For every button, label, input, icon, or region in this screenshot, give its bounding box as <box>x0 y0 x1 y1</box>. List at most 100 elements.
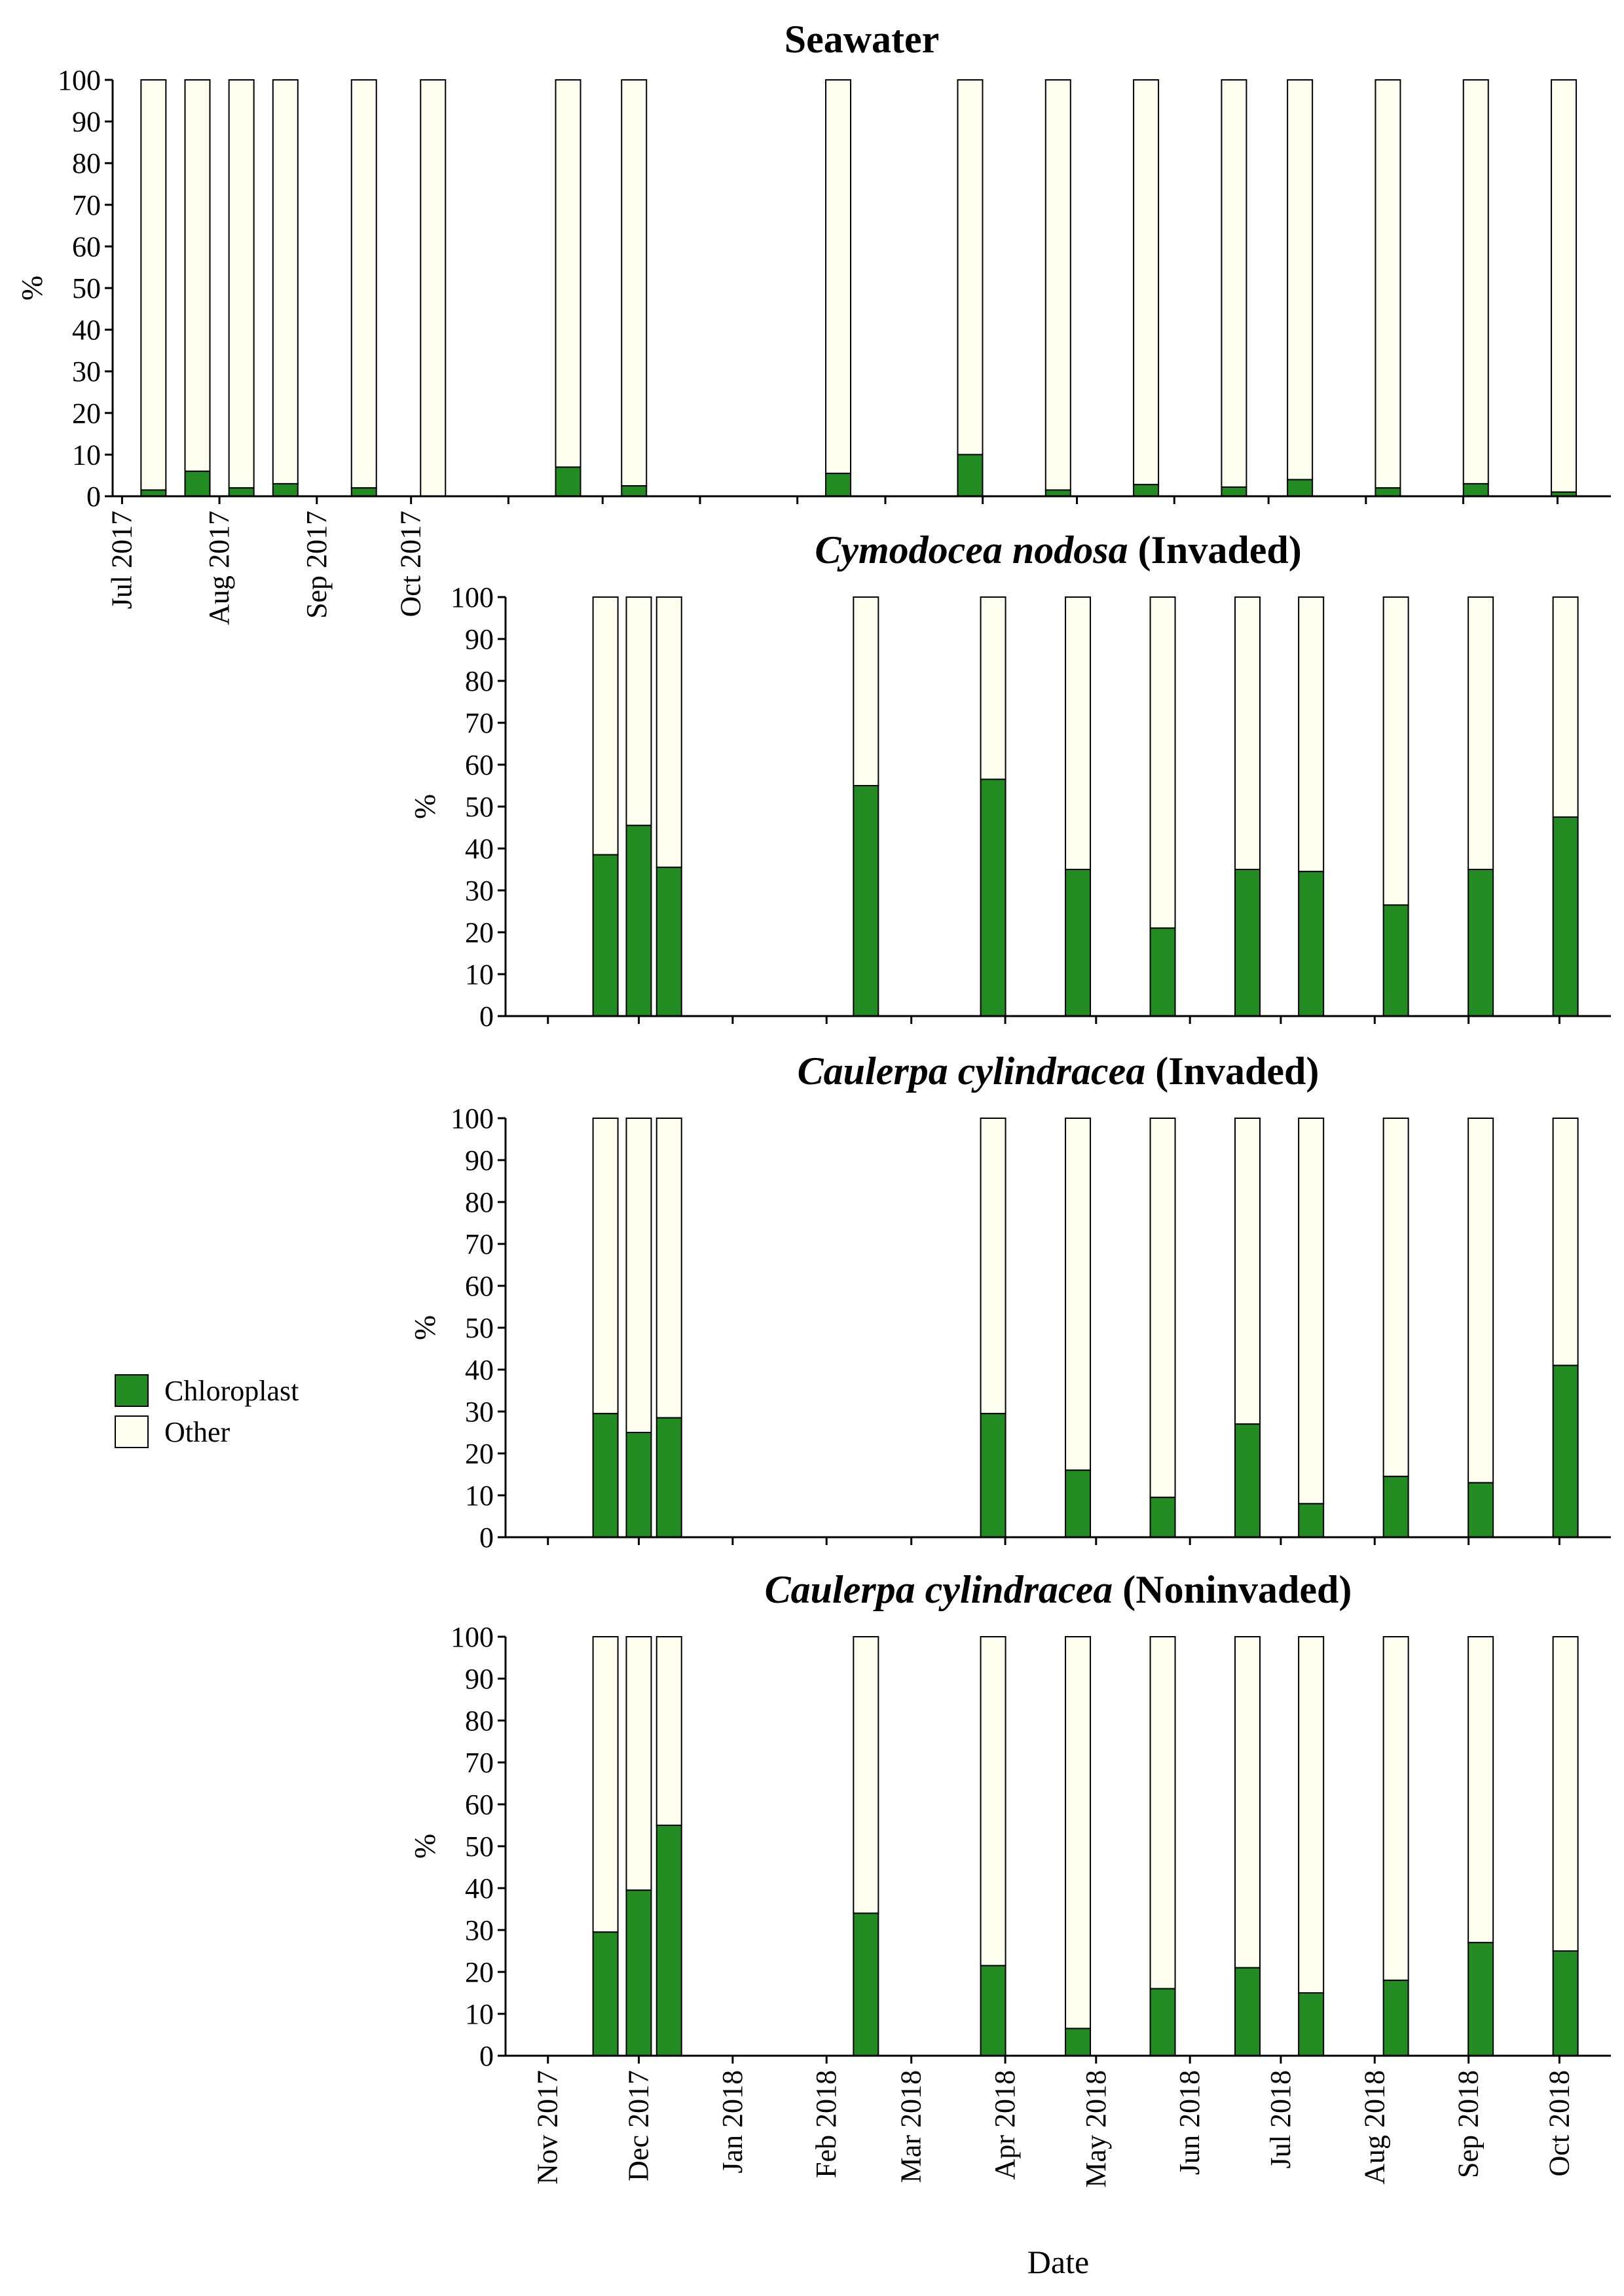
x-tick-label: Jul 2017 <box>105 511 138 609</box>
bar-other <box>825 79 852 475</box>
y-tick-label: 50 <box>465 1831 494 1863</box>
legend-label: Other <box>164 1416 231 1448</box>
bar-chloroplast <box>1298 871 1325 1017</box>
bar-chloroplast <box>1287 479 1314 497</box>
panel-title: Seawater <box>784 18 940 61</box>
panel-title-italic: Caulerpa cylindracea <box>765 1568 1113 1611</box>
bar-other <box>853 1636 879 1914</box>
bar-other <box>1149 1118 1176 1499</box>
bar-chloroplast <box>980 1413 1006 1538</box>
bar-other <box>1467 1636 1494 1944</box>
y-tick-label: 60 <box>465 1789 494 1821</box>
bar-other <box>1234 1118 1261 1425</box>
y-tick-label: 70 <box>465 1228 494 1260</box>
y-tick-label: 40 <box>465 833 494 865</box>
legend-item: Other <box>115 1415 231 1448</box>
bar-chloroplast <box>592 1413 619 1538</box>
bar-other <box>1382 1636 1409 1981</box>
x-tick-label: Apr 2018 <box>989 2070 1021 2179</box>
x-tick-label: Aug 2018 <box>1358 2070 1390 2185</box>
bar-chloroplast <box>1065 1469 1092 1539</box>
y-tick-label: 40 <box>72 314 101 346</box>
panel-3: Caulerpa cylindracea (Invaded) 0 10 20 30 40 5… <box>408 1049 1611 1554</box>
x-tick-label: Sep 2017 <box>301 511 333 619</box>
bars <box>592 1636 1579 2057</box>
bar-chloroplast <box>621 485 648 497</box>
bar-chloroplast <box>1133 484 1160 498</box>
bar-other <box>980 1636 1006 1967</box>
x-axis <box>506 1015 1611 1024</box>
y-axis: 0 10 20 30 40 50 60 70 80 90 100% <box>408 581 507 1032</box>
bar-chloroplast <box>1375 487 1401 498</box>
y-axis: 0 10 20 30 40 50 60 70 80 90 100% <box>408 1102 507 1554</box>
x-tick-label: Feb 2018 <box>810 2070 842 2178</box>
panel-4: Caulerpa cylindracea (Noninvaded) 0 10 20 30… <box>408 1568 1611 2280</box>
y-tick-label: 50 <box>465 1312 494 1344</box>
bar-other <box>655 1118 682 1419</box>
x-tick-label: Jun 2018 <box>1173 2070 1206 2175</box>
y-axis-label: % <box>408 1834 441 1859</box>
y-tick-label: 10 <box>465 958 494 991</box>
legend-label: Chloroplast <box>164 1375 299 1407</box>
panel-title-rest: (Noninvaded) <box>1113 1568 1352 1611</box>
bar-chloroplast <box>1234 1967 1261 2057</box>
bar-chloroplast <box>625 824 652 1017</box>
legend-swatch <box>115 1415 149 1448</box>
y-tick-label: 30 <box>465 1396 494 1428</box>
bar-other <box>1382 1118 1409 1478</box>
bar-chloroplast <box>1382 1476 1409 1538</box>
x-tick-label: Jan 2018 <box>716 2070 748 2174</box>
bar-other <box>1298 596 1325 873</box>
x-tick-label: May 2018 <box>1080 2070 1112 2188</box>
bar-other <box>1044 79 1071 491</box>
bar-other <box>228 79 255 489</box>
bar-other <box>980 1118 1006 1415</box>
y-tick-label: 80 <box>465 1186 494 1218</box>
bar-other <box>980 596 1006 780</box>
legend-swatch <box>115 1374 149 1407</box>
y-tick-label: 60 <box>465 1270 494 1302</box>
bar-chloroplast <box>1234 869 1261 1017</box>
bar-other <box>1382 596 1409 906</box>
bar-chloroplast <box>980 778 1006 1017</box>
bar-other <box>1149 596 1176 929</box>
bar-chloroplast <box>1382 1979 1409 2057</box>
y-tick-label: 80 <box>465 665 494 697</box>
bar-chloroplast <box>1467 1482 1494 1539</box>
y-tick-label: 20 <box>465 1438 494 1470</box>
y-tick-label: 0 <box>479 2040 494 2072</box>
bar-chloroplast <box>1552 816 1579 1017</box>
bar-other <box>1375 79 1401 489</box>
x-tick-label: Aug 2017 <box>203 511 235 625</box>
bar-chloroplast <box>592 1931 619 2056</box>
bar-other <box>621 79 648 487</box>
bar-chloroplast <box>980 1965 1006 2056</box>
bar-other <box>625 1636 652 1891</box>
y-tick-label: 50 <box>72 272 101 304</box>
y-tick-label: 90 <box>72 106 101 138</box>
bar-chloroplast <box>1467 1942 1494 2056</box>
y-tick-label: 50 <box>465 791 494 823</box>
y-tick-label: 10 <box>465 1998 494 2030</box>
panel-2: Cymodocea nodosa (Invaded) 0 10 20 30 40 50 60 7… <box>408 528 1611 1032</box>
bars <box>140 79 1578 498</box>
bar-chloroplast <box>1065 2028 1092 2056</box>
bar-other <box>1065 1636 1092 2030</box>
bar-chloroplast <box>825 473 852 498</box>
bar-other <box>420 79 447 497</box>
bar-other <box>853 596 879 786</box>
bar-chloroplast <box>592 854 619 1017</box>
bar-other <box>1287 79 1314 481</box>
y-tick-label: 60 <box>465 749 494 781</box>
bar-other <box>1065 1118 1092 1471</box>
bar-other <box>1065 596 1092 870</box>
bar-other <box>555 79 581 468</box>
bar-chloroplast <box>1552 1364 1579 1539</box>
y-tick-label: 10 <box>465 1480 494 1512</box>
x-axis: Jul 2017 Aug 2017 Sep 2017 Oct 2017 <box>105 495 1611 625</box>
y-tick-label: 30 <box>72 355 101 388</box>
bar-other <box>1552 596 1579 818</box>
x-axis <box>506 1536 1611 1545</box>
